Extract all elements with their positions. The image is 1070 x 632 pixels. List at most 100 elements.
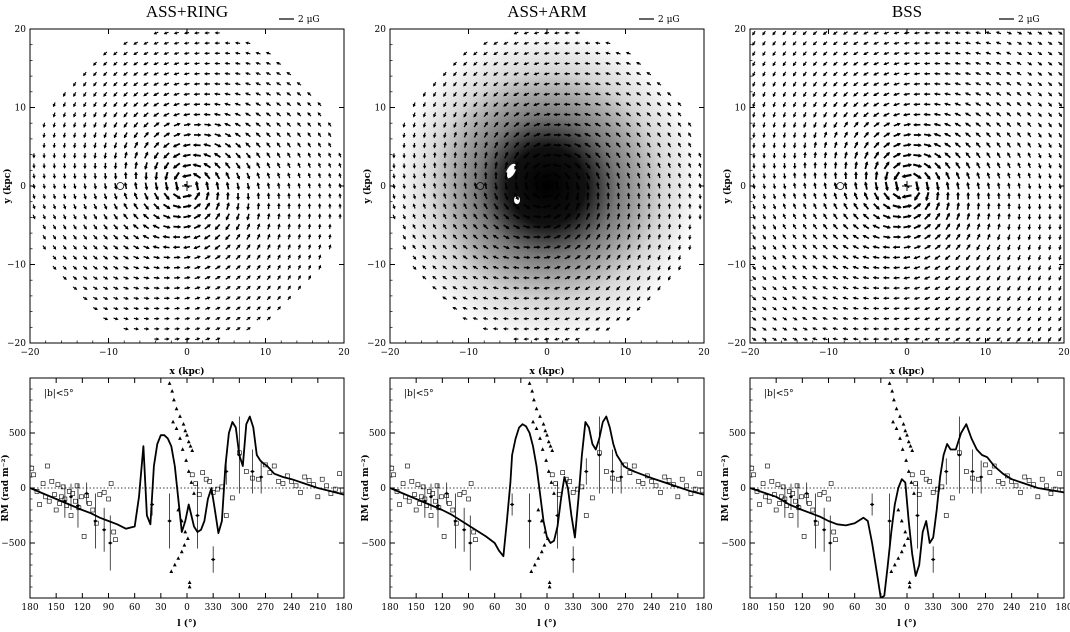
field-arrowhead [453,82,457,87]
field-arrowhead [245,82,249,86]
panel-title: BSS [892,2,922,21]
field-arrowhead [688,142,692,146]
field-arrowhead [954,122,959,127]
field-arrowhead [276,82,280,86]
field-arrowhead [146,306,150,311]
field-arrowhead [495,215,499,220]
field-arrowhead [135,306,140,311]
field-arrowhead [762,124,766,129]
field-arrowhead [752,93,756,98]
field-arrowhead [213,102,218,107]
field-arrowhead [913,51,918,56]
field-arrowhead [156,215,161,220]
field-arrowhead [1027,185,1032,190]
field-arrowhead [483,41,487,45]
field-arrowhead [996,287,1001,291]
field-arrowhead [667,92,671,96]
field-arrowhead [205,191,210,196]
field-arrowhead [492,286,497,290]
field-arrowhead [73,256,78,260]
field-arrowhead [62,205,67,210]
field-arrowhead [186,327,191,331]
field-arrowhead [482,224,487,228]
field-arrowhead [657,202,662,207]
field-arrowhead [964,71,969,76]
field-arrowhead [526,225,531,229]
field-arrowhead [402,215,406,220]
field-arrowhead [995,61,1000,66]
field-arrowhead [94,286,98,290]
field-arrowhead [123,82,127,87]
field-arrowhead [166,306,170,311]
field-arrowhead [172,143,177,148]
field-arrowhead [762,83,766,87]
field-arrowhead [966,212,971,217]
field-arrowhead [287,233,291,238]
field-arrowhead [862,245,867,249]
field-arrowhead [265,82,270,86]
field-arrowhead [1017,162,1021,166]
field-arrowhead [287,213,291,217]
field-arrowhead [52,185,57,190]
field-arrowhead [135,286,140,290]
field-arrowhead [52,165,57,169]
field-arrowhead [1027,226,1032,231]
field-arrowhead [433,93,437,97]
field-arrowhead [923,71,928,76]
field-arrowhead [297,275,301,279]
field-arrowhead [206,306,211,311]
field-arrowhead [93,186,97,190]
field-arrowhead [142,235,147,239]
field-arrowhead [512,265,517,270]
field-arrowhead [52,195,57,200]
field-arrowhead [615,102,620,106]
field-arrowhead [217,265,221,269]
field-arrowhead [964,92,969,96]
field-arrowhead [52,103,56,108]
field-arrowhead [792,182,797,187]
field-arrowhead [338,213,342,217]
field-arrowhead [307,254,312,258]
field-arrowhead [574,51,578,56]
field-arrowhead [328,213,332,217]
field-arrowhead [752,327,757,331]
field-arrowhead [772,103,776,108]
field-arrowhead [1028,62,1033,66]
field-arrowhead [328,142,332,146]
field-arrowhead [944,132,949,137]
field-arrowhead [966,223,971,227]
field-arrowhead [1059,52,1063,56]
field-arrowhead [143,92,147,97]
field-arrowhead [772,62,776,67]
field-arrowhead [923,276,928,280]
field-arrowhead [1007,256,1011,261]
field-arrowhead [1037,236,1042,241]
field-arrowhead [864,151,869,156]
field-arrowhead [234,122,239,127]
field-arrowhead [103,176,108,180]
field-arrowhead [234,112,239,117]
field-arrowhead [637,202,641,207]
field-arrowhead [564,51,568,56]
field-arrowhead [246,216,250,221]
field-arrowhead [73,236,77,240]
field-arrowhead [234,72,239,76]
field-arrowhead [698,206,702,210]
field-arrowhead [762,226,766,230]
field-arrowhead [1017,246,1021,251]
field-arrowhead [792,62,797,67]
field-arrowhead [125,286,129,290]
field-arrowhead [246,223,251,227]
field-arrowhead [934,276,939,280]
field-arrowhead [297,142,301,146]
field-arrowhead [803,213,807,218]
field-arrowhead [812,296,816,300]
field-arrowhead [1048,175,1052,180]
field-arrowhead [667,213,672,217]
field-arrowhead [783,337,788,341]
field-arrowhead [224,82,228,86]
field-arrowhead [605,122,609,127]
field-arrowhead [103,145,107,149]
field-arrowhead [944,296,949,301]
field-arrowhead [123,202,128,207]
